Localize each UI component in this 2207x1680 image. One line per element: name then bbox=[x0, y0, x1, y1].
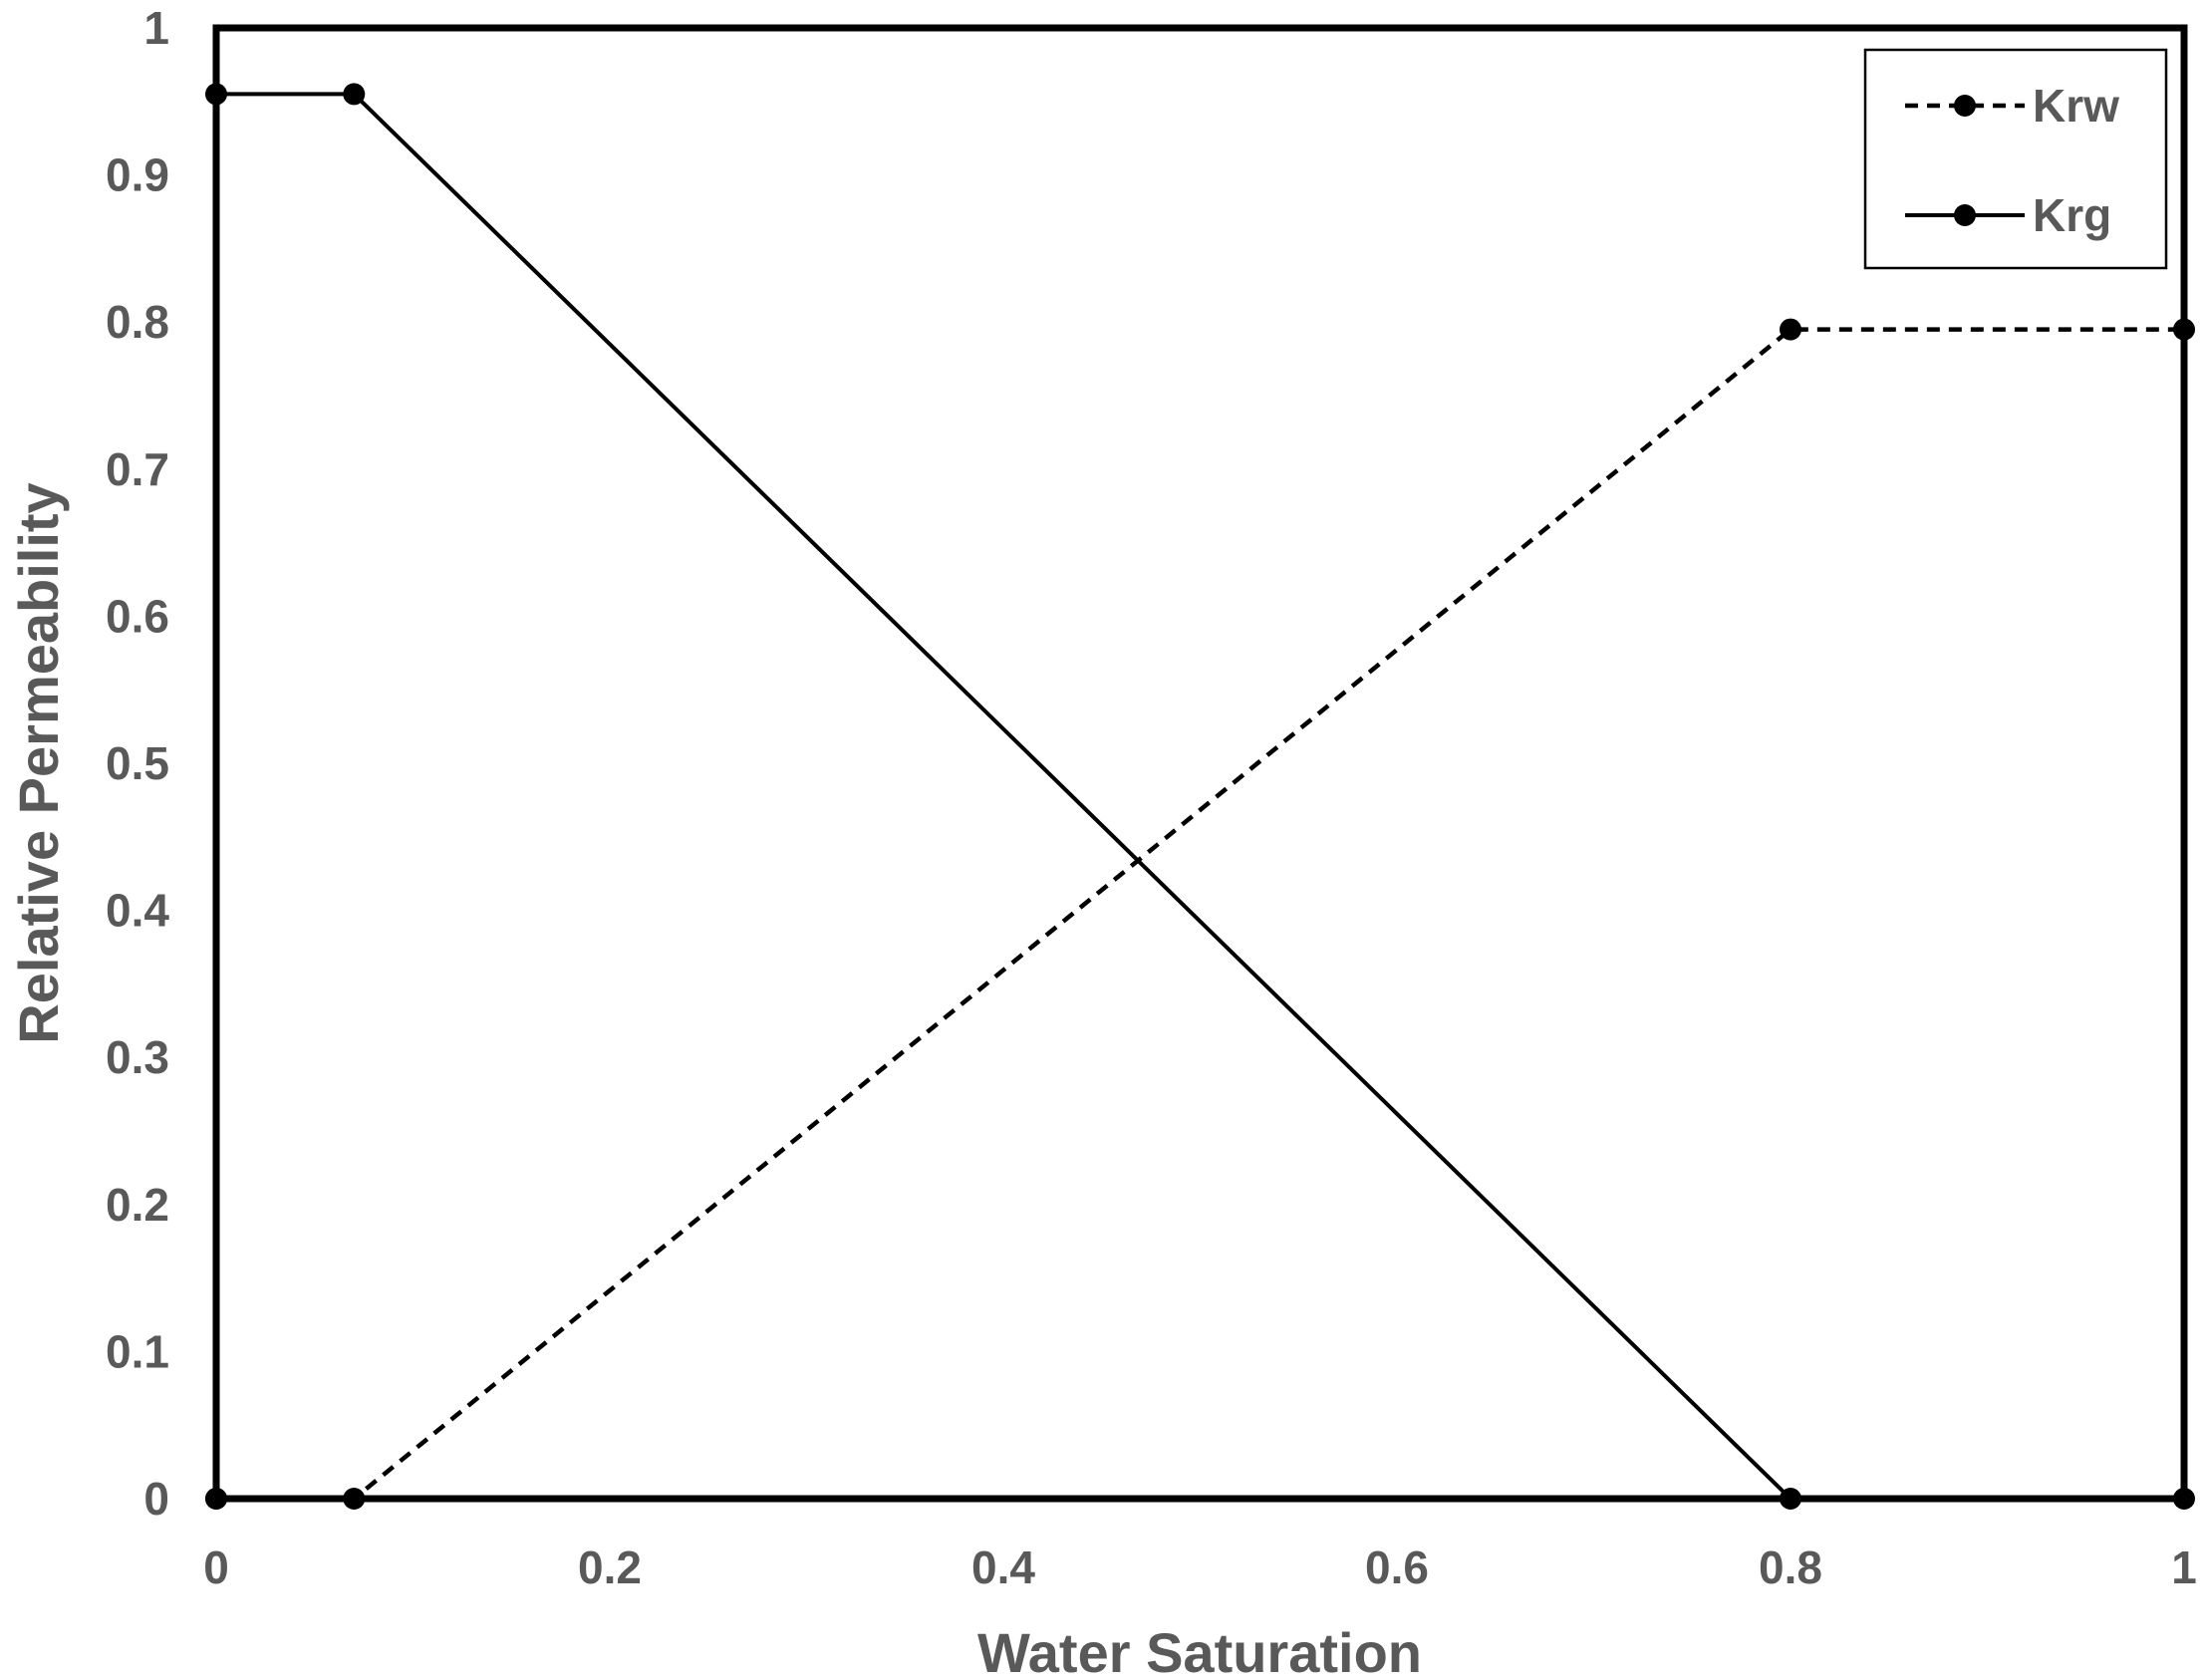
x-tick-label: 0.4 bbox=[971, 1541, 1035, 1593]
y-tick-label: 0.9 bbox=[106, 149, 169, 201]
x-tick-label: 0.6 bbox=[1365, 1541, 1429, 1593]
series-line-krg bbox=[214, 92, 2184, 1501]
y-tick-label: 0.8 bbox=[106, 296, 169, 348]
data-point-krg bbox=[205, 1488, 227, 1510]
series-layer bbox=[205, 83, 2195, 1510]
y-tick-label: 0.1 bbox=[106, 1325, 169, 1377]
x-axis-ticks: 0 0.2 0.4 0.6 0.8 1 bbox=[203, 1541, 2197, 1593]
y-tick-label: 0.4 bbox=[106, 885, 169, 937]
data-point-krg bbox=[343, 83, 366, 106]
y-tick-label: 0.5 bbox=[106, 737, 169, 789]
data-point-krg bbox=[205, 83, 227, 106]
x-tick-label: 1 bbox=[2171, 1541, 2197, 1593]
y-axis-ticks: 0 0.1 0.2 0.3 0.4 0.5 0.6 0.7 0.8 0.9 1 bbox=[106, 2, 169, 1525]
data-point-krg bbox=[1780, 1488, 1801, 1510]
y-tick-label: 0 bbox=[143, 1473, 169, 1525]
x-tick-label: 0.8 bbox=[1759, 1541, 1822, 1593]
y-tick-label: 0.2 bbox=[106, 1179, 169, 1231]
legend-label-krw: Krw bbox=[2033, 80, 2119, 132]
legend: Krw Krg bbox=[1863, 48, 2168, 270]
data-point-krw bbox=[1780, 318, 1801, 341]
x-axis-title: Water Saturation bbox=[977, 1621, 1422, 1680]
x-tick-label: 0.2 bbox=[578, 1541, 642, 1593]
x-tick-label: 0 bbox=[203, 1541, 229, 1593]
legend-label-krg: Krg bbox=[2033, 189, 2111, 241]
data-point-krw bbox=[343, 1488, 366, 1510]
y-tick-label: 0.7 bbox=[106, 443, 169, 495]
y-tick-label: 0.6 bbox=[106, 590, 169, 642]
legend-marker-krw bbox=[1954, 95, 1976, 117]
y-axis-title: Relative Permeability bbox=[7, 482, 70, 1043]
y-tick-label: 0.3 bbox=[106, 1031, 169, 1083]
data-point-krg bbox=[2173, 1488, 2195, 1510]
legend-marker-krg bbox=[1954, 204, 1976, 226]
legend-box bbox=[1863, 48, 2168, 270]
series-line-krw bbox=[216, 327, 2184, 1502]
y-tick-label: 1 bbox=[143, 2, 169, 54]
data-point-krw bbox=[2173, 318, 2195, 341]
